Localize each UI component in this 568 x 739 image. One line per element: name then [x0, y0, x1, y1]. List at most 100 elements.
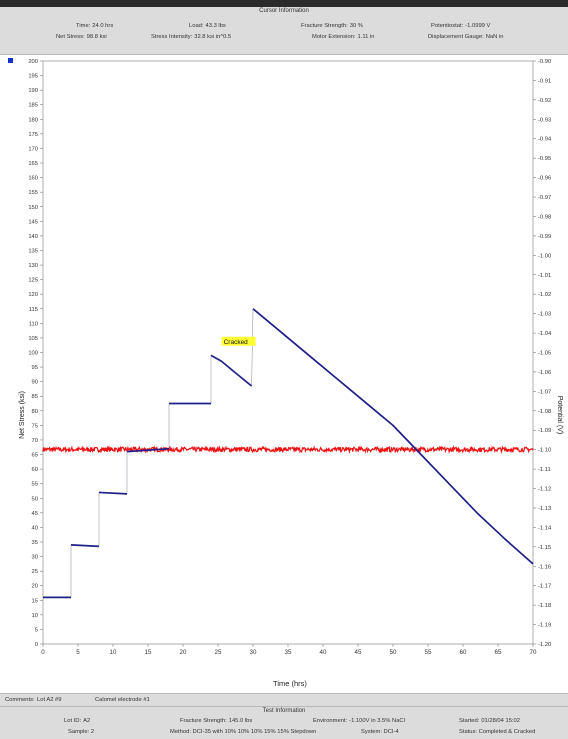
y-tick-label: 140 — [28, 234, 38, 240]
comments-value: Lot A2 #9 — [37, 697, 62, 703]
cursor-load-label: Load: — [189, 23, 204, 29]
y2-tick-label: -0.93 — [538, 117, 551, 123]
series-legend-marker[interactable] — [8, 58, 13, 63]
y2-tick-label: -1.17 — [538, 584, 551, 590]
y2-tick-label: -1.05 — [538, 351, 551, 357]
y-tick-label: 20 — [32, 584, 38, 590]
y2-tick-label: -0.94 — [538, 137, 552, 143]
test-environment-value: -1.100V in 3.5% NaCl — [349, 718, 405, 724]
y2-tick-label: -1.15 — [538, 545, 551, 551]
y-tick-label: 35 — [32, 540, 38, 546]
net-stress-series-line[interactable] — [70, 544, 100, 548]
y2-tick-label: -1.11 — [538, 467, 551, 473]
y-tick-label: 95 — [32, 365, 38, 371]
x-tick-label: 20 — [180, 649, 187, 656]
x-tick-label: 10 — [110, 649, 117, 656]
cursor-displacement-gauge-value: NaN in — [485, 34, 504, 40]
y2-tick-label: -1.00 — [538, 253, 551, 259]
chart-area[interactable]: 0 5 10 15 20 25 30 35 40 45 50 55 60 65 70 75 80 85 90 95 10… — [0, 55, 568, 693]
stress-potential-chart[interactable]: 0510152025303540455055606570758085909510… — [0, 55, 568, 693]
y-tick-label: 10 — [32, 613, 38, 619]
y2-tick-label: -1.18 — [538, 603, 551, 609]
test-fracture-strength-value: 145.0 lbs — [228, 718, 253, 724]
test-sample: Sample: 2 — [68, 729, 95, 735]
x-tick-label: 70 — [530, 649, 537, 656]
y2-tick-label: -1.09 — [538, 428, 551, 434]
y2-tick-label: -1.03 — [538, 312, 551, 318]
y-tick-label: 190 — [28, 88, 38, 94]
y2-tick-label: -1.07 — [538, 389, 551, 395]
y2-tick-label: -1.02 — [538, 292, 551, 298]
y2-tick-label: -1.04 — [538, 331, 552, 337]
x-tick-label: 45 — [355, 649, 362, 656]
cursor-fracture-strength-value: 30 % — [349, 23, 363, 29]
y-tick-label: 195 — [28, 74, 38, 80]
test-started-value: 01/28/04 15:02 — [481, 718, 520, 724]
cursor-stress-intensity: Stress Intensity: 32.8 ksi in^0.5 — [151, 34, 231, 40]
y2-tick-label: -1.19 — [538, 623, 551, 629]
y2-tick-label: -0.98 — [538, 214, 551, 220]
y-tick-label: 0 — [35, 642, 38, 648]
y-tick-label: 100 — [28, 351, 38, 357]
y-tick-label: 115 — [29, 307, 38, 313]
cursor-time-value: 24.0 hrs — [92, 23, 114, 29]
y-tick-label: 25 — [32, 569, 38, 575]
y2-tick-label: -1.06 — [538, 370, 551, 376]
cursor-stress-intensity-value: 32.8 ksi in^0.5 — [194, 34, 232, 40]
net-stress-step-line — [251, 308, 254, 387]
test-environment: Environment: -1.100V in 3.5% NaCl — [313, 718, 405, 724]
test-lot-id-label: Lot ID: — [64, 718, 82, 724]
y-tick-label: 30 — [32, 555, 38, 561]
y2-tick-label: -0.92 — [538, 98, 551, 104]
cursor-potentiostat-value: -1.0999 V — [465, 23, 491, 29]
y2-tick-label: -1.16 — [538, 564, 551, 570]
potential-series-line[interactable] — [42, 444, 534, 455]
y-tick-label: 80 — [32, 409, 38, 415]
cursor-displacement-gauge-label: Displacement Gauge: — [428, 34, 484, 40]
y2-tick-label: -1.20 — [538, 642, 551, 648]
net-stress-series-line[interactable] — [252, 308, 534, 565]
test-fracture-strength-label: Fracture Strength: — [180, 718, 227, 724]
y-tick-label: 65 — [32, 453, 38, 459]
y2-tick-label: -0.95 — [538, 156, 551, 162]
y-tick-label: 5 — [35, 627, 38, 633]
y-tick-label: 135 — [28, 248, 38, 254]
cursor-stress-intensity-label: Stress Intensity: — [151, 34, 193, 40]
y-tick-label: 120 — [28, 292, 38, 298]
window-top-bar — [0, 0, 568, 7]
y-tick-label: 155 — [28, 190, 38, 196]
test-system: System: DCI-4 — [361, 729, 399, 735]
cursor-net-stress: Net Stress: 98.8 ksi — [56, 34, 107, 40]
y2-tick-label: -0.97 — [538, 195, 551, 201]
annotation-cracked-label: Cracked — [224, 339, 249, 346]
x-tick-label: 30 — [250, 649, 257, 656]
cursor-potentiostat: Potentiostat: -1.0999 V — [431, 23, 490, 29]
x-tick-label: 0 — [41, 649, 45, 656]
y2-tick-label: -1.10 — [538, 448, 551, 454]
cursor-potentiostat-label: Potentiostat: — [431, 23, 464, 29]
x-tick-label: 65 — [495, 649, 502, 656]
cursor-information-panel: Cursor Information Time: 24.0 hrs Load: 43… — [0, 7, 568, 55]
y-tick-label: 145 — [28, 219, 38, 225]
test-panel-title: Test Information — [262, 708, 306, 714]
x-tick-label: 55 — [425, 649, 432, 656]
test-started-label: Started: — [459, 718, 480, 724]
y-tick-label: 70 — [32, 438, 38, 444]
y-tick-label: 125 — [28, 278, 38, 284]
y-tick-label: 130 — [28, 263, 38, 269]
y-tick-label: 160 — [28, 176, 38, 182]
comments-bar: Comments: Lot A2 #9 Calomel electrode #1 — [0, 693, 568, 706]
y2-tick-label: -1.01 — [538, 273, 551, 279]
net-stress-series-line[interactable] — [210, 354, 253, 387]
plot-frame — [42, 60, 534, 645]
test-fracture-strength: Fracture Strength: 145.0 lbs — [180, 718, 252, 724]
test-method: Method: DCI-35 with 10% 10% 10% 15% 15% … — [170, 729, 317, 735]
cursor-time: Time: 24.0 hrs — [76, 23, 113, 29]
y-axis-title: Net Stress (ksi) — [19, 391, 26, 439]
net-stress-series-line[interactable] — [126, 447, 170, 453]
cursor-motor-extension-label: Motor Extension: — [312, 34, 356, 40]
y-tick-label: 185 — [28, 103, 38, 109]
y2-tick-label: -1.08 — [538, 409, 551, 415]
y-tick-label: 45 — [32, 511, 38, 517]
net-stress-series-line[interactable] — [98, 491, 128, 495]
